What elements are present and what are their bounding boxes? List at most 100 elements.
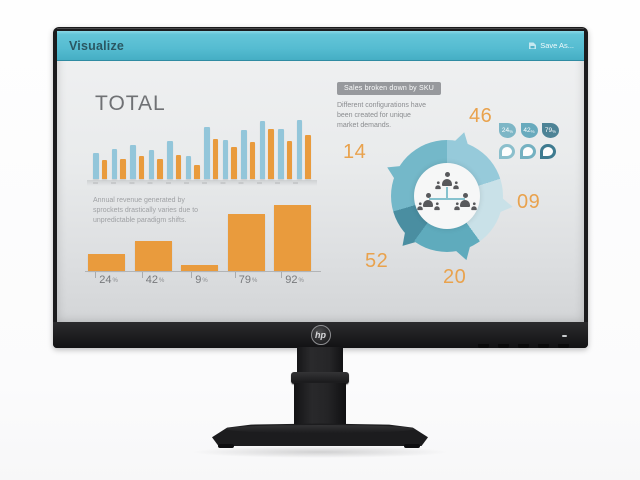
bar-pair (148, 150, 163, 179)
pct-label: 24% (88, 272, 125, 286)
bar-pair (241, 129, 255, 179)
drop-badges: 24% 42% 79% (499, 123, 559, 138)
bar-orange (249, 142, 255, 179)
bar-pair (259, 120, 274, 179)
drop-badge: 24% (499, 123, 516, 138)
bar-pair (296, 119, 311, 179)
pct-labels: 24% 42% 9% 79% 92% (88, 272, 311, 286)
bar-blue (204, 126, 210, 179)
bar-pair (278, 129, 292, 179)
bar-pair (204, 126, 218, 179)
cycle-hub (414, 163, 480, 229)
bar-pair (185, 156, 200, 179)
bar-orange (120, 158, 126, 179)
sku-filter-badge: Sales broken down by SKU (337, 82, 442, 95)
drop-ring (540, 144, 556, 159)
org-connector (446, 187, 448, 198)
power-led (562, 335, 567, 337)
bar-pair (93, 152, 107, 179)
bar-orange (134, 240, 172, 271)
bar-blue (148, 150, 154, 179)
bar-blue (111, 149, 117, 179)
pct-label: 79% (228, 272, 265, 286)
bar-pair (111, 149, 126, 179)
drop-rings (499, 144, 556, 159)
bar-orange (175, 155, 181, 179)
person-icon (471, 202, 478, 211)
grouped-bar-chart (93, 119, 311, 179)
power-button (558, 344, 569, 348)
bar-blue (185, 156, 191, 179)
base-shadow (190, 446, 450, 458)
osd-button (478, 344, 489, 348)
cycle-value-left: 14 (343, 141, 367, 163)
org-chart-icon (414, 163, 480, 229)
stand-foot (404, 444, 420, 448)
drop-badge: 42% (520, 123, 538, 138)
bar-orange (274, 204, 311, 271)
person-icon (417, 202, 424, 211)
person-icon (441, 172, 453, 187)
cycle-value-top: 46 (469, 105, 493, 127)
osd-button (498, 344, 509, 348)
pct-bar-chart (88, 204, 311, 271)
axis-tick-labels (93, 182, 311, 184)
pct-label: 9% (181, 272, 218, 286)
bar-orange (268, 128, 274, 179)
cycle-value-right: 09 (517, 191, 541, 213)
monitor-bezel: Visualize Save As... TOTAL Annual revenu… (53, 27, 588, 348)
bar-orange (231, 146, 237, 179)
person-icon (422, 193, 434, 208)
bar-blue (259, 120, 265, 179)
bar-orange (88, 253, 125, 271)
bar-orange (286, 140, 292, 179)
bar-pair (130, 145, 144, 179)
bar-blue (167, 140, 173, 179)
monitor-stand-neck (297, 347, 343, 374)
save-icon (529, 42, 537, 49)
bar-pair (167, 140, 181, 179)
cycle-wrap (383, 130, 514, 263)
annotation-left: Annual revenue generated by sprockets dr… (93, 197, 199, 224)
drop-badge: 79% (542, 123, 559, 138)
bar-orange (181, 264, 218, 271)
bar-orange (227, 214, 265, 271)
monitor-stand-clip (291, 372, 349, 384)
save-as-button[interactable]: Save As... (528, 41, 574, 50)
bar-blue (278, 129, 284, 179)
app-title: Visualize (69, 38, 125, 53)
bar-orange (194, 165, 200, 179)
annotation-right: Different configurations have been creat… (337, 102, 426, 129)
bar-orange (212, 138, 218, 179)
osd-button (518, 344, 529, 348)
pct-label: 42% (135, 272, 172, 286)
bar-orange (101, 160, 107, 179)
person-icon (454, 202, 461, 211)
pct-label: 92% (274, 272, 311, 286)
person-icon (459, 193, 471, 208)
monitor-stand-column (294, 383, 346, 425)
x-axis-line (85, 271, 321, 272)
person-icon (434, 202, 441, 211)
stand-foot (218, 444, 234, 448)
drop-ring (499, 144, 515, 159)
monitor-chin: hp (53, 322, 588, 348)
bar-blue (222, 140, 228, 179)
bar-orange (138, 155, 144, 179)
bar-pair (222, 140, 237, 179)
person-icon (453, 181, 460, 190)
dashboard-title: TOTAL (95, 92, 166, 115)
monitor-screen: Visualize Save As... TOTAL Annual revenu… (57, 31, 584, 322)
osd-button (538, 344, 549, 348)
org-connector (429, 198, 465, 200)
hp-logo: hp (310, 325, 331, 345)
bar-orange (305, 134, 311, 179)
save-as-label: Save As... (540, 41, 574, 50)
cycle-value-bottom: 20 (443, 266, 467, 288)
cycle-value-bottom-left: 52 (365, 250, 389, 272)
app-header-bar: Visualize Save As... (57, 31, 584, 61)
monitor-stand-base (212, 423, 428, 446)
person-icon (435, 181, 442, 190)
drop-ring (519, 144, 536, 159)
bar-blue (93, 152, 99, 179)
